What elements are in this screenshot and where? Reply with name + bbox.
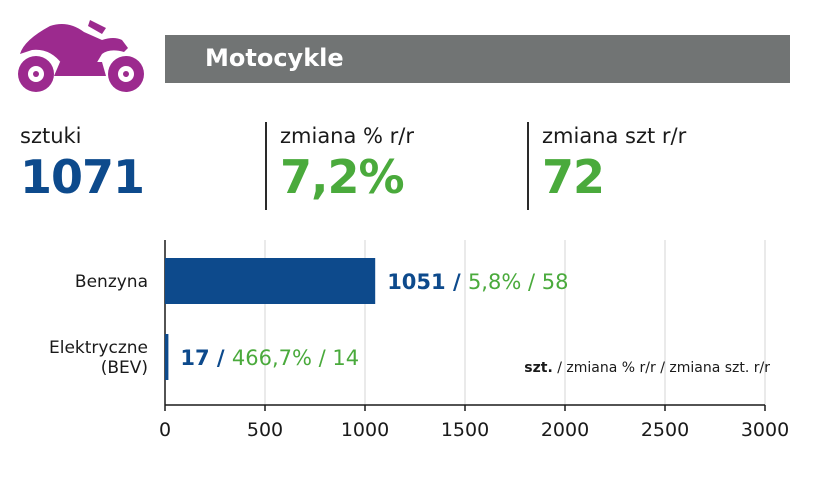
data-label: 17 / 466,7% / 14	[180, 346, 359, 370]
stat-divider	[265, 122, 267, 210]
stat-divider	[527, 122, 529, 210]
category-label: Elektryczne	[49, 338, 148, 358]
bar-0	[165, 258, 376, 304]
stat-unit-change-label: zmiana szt r/r	[542, 124, 687, 148]
motorcycle-icon	[18, 20, 144, 92]
stat-pct-change-value: 7,2%	[280, 150, 405, 204]
stat-unit-change-value: 72	[542, 150, 605, 204]
x-tick-label: 500	[247, 419, 283, 441]
bar-1	[165, 334, 169, 380]
legend-note-text: / zmiana % r/r / zmiana szt. r/r	[553, 360, 770, 376]
category-label: Benzyna	[75, 272, 148, 292]
x-tick-label: 3000	[741, 419, 789, 441]
data-label-change: 466,7% / 14	[232, 346, 359, 370]
x-tick-label: 2500	[641, 419, 689, 441]
stat-pct-change-label: zmiana % r/r	[280, 124, 415, 148]
x-tick-label: 1000	[341, 419, 389, 441]
page-title: Motocykle	[205, 44, 344, 72]
legend-note: szt. / zmiana % r/r / zmiana szt. r/r	[524, 360, 770, 376]
data-label-value: 17 /	[180, 346, 232, 370]
x-tick-label: 1500	[441, 419, 489, 441]
stat-units-label: sztuki	[20, 124, 82, 148]
x-tick-label: 2000	[541, 419, 589, 441]
title-banner: Motocykle	[165, 35, 790, 83]
data-label-value: 1051 /	[387, 270, 468, 294]
category-label: (BEV)	[101, 358, 148, 378]
stat-units-value: 1071	[20, 150, 145, 204]
data-label-change: 5,8% / 58	[468, 270, 569, 294]
x-tick-label: 0	[159, 419, 171, 441]
data-label: 1051 / 5,8% / 58	[387, 270, 568, 294]
legend-note-bold: szt.	[524, 360, 553, 376]
